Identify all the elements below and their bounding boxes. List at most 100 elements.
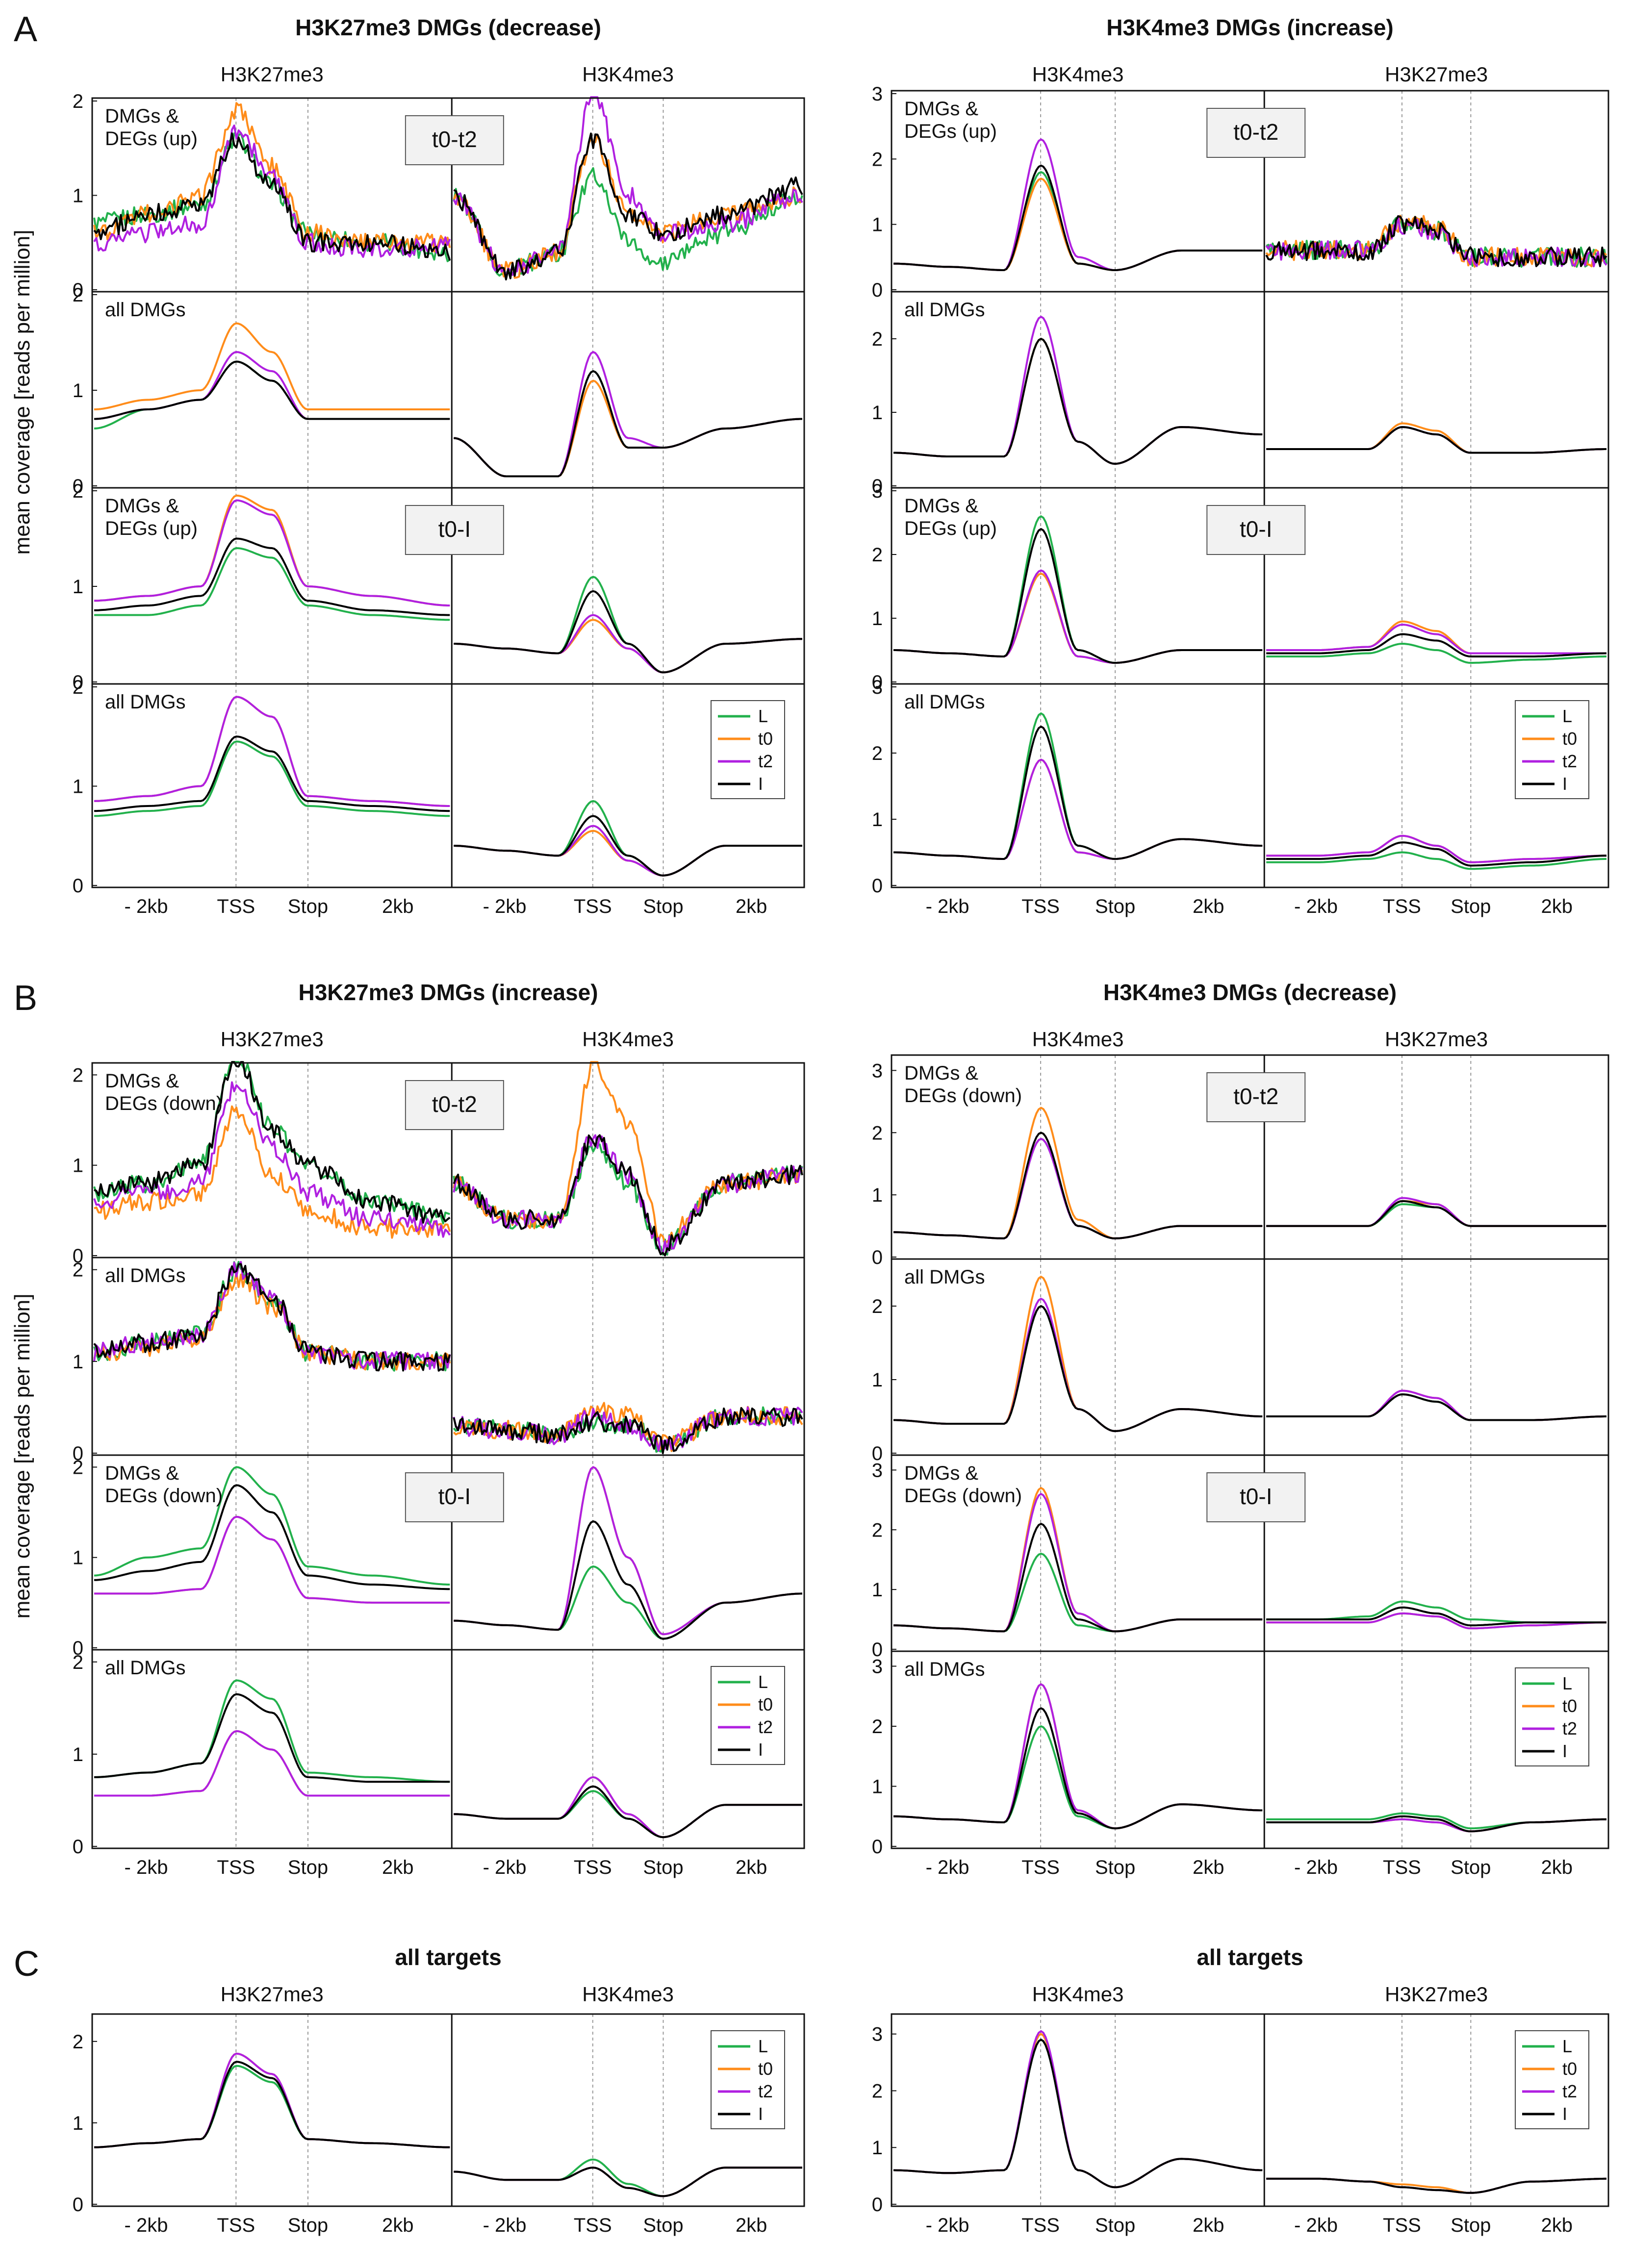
y-tick-label: 1	[73, 576, 83, 598]
x-tick-label: - 2kb	[483, 2215, 527, 2236]
comparison-box	[1206, 505, 1306, 555]
series-line-I	[94, 1484, 450, 1590]
y-tick-label: 0	[872, 1247, 883, 1268]
series-line-I	[893, 164, 1263, 271]
x-tick-label: - 2kb	[926, 896, 969, 917]
legend-label: t0	[758, 1694, 773, 1714]
x-tick-label: Stop	[1095, 896, 1135, 917]
y-tick-label: 2	[73, 1652, 83, 1673]
legend-label: L	[1562, 706, 1572, 726]
legend-label: I	[1562, 1741, 1567, 1761]
series-line-L	[94, 547, 450, 621]
x-tick-label: 2kb	[382, 2215, 414, 2236]
y-tick-label: 2	[73, 91, 83, 112]
y-tick-label: 2	[872, 149, 883, 170]
series-line-t2	[453, 1134, 803, 1255]
mark-label: H3K4me3	[582, 63, 674, 86]
series-line-t2	[94, 2052, 450, 2148]
series-line-I	[1265, 215, 1607, 267]
row-label: DEGs (up)	[105, 518, 198, 539]
row-label: all DMGs	[904, 299, 985, 321]
x-tick-label: TSS	[574, 1857, 612, 1878]
plot-frame	[891, 1258, 1609, 1456]
comparison-box	[1206, 108, 1306, 158]
y-tick-label: 0	[872, 279, 883, 301]
mark-label: H3K27me3	[1385, 63, 1488, 86]
y-tick-label: 0	[73, 279, 83, 301]
block-title: H3K4me3 DMGs (decrease)	[1103, 980, 1397, 1005]
series-line-t2	[454, 351, 802, 478]
x-tick-label: Stop	[288, 896, 328, 917]
y-tick-label: 1	[73, 1351, 83, 1373]
block-title: all targets	[1197, 1944, 1303, 1970]
legend-label: t0	[758, 729, 773, 749]
comparison-label: t0-I	[1240, 1484, 1272, 1509]
comparison-label: t0-I	[438, 516, 471, 542]
y-tick-label: 0	[73, 672, 83, 693]
series-line-I	[893, 1132, 1263, 1239]
series-line-I	[1266, 1606, 1606, 1627]
mark-label: H3K27me3	[221, 1028, 324, 1051]
row-label: all DMGs	[105, 1265, 185, 1286]
x-tick-label: 2kb	[1541, 2215, 1573, 2236]
comparison-box	[405, 115, 504, 165]
y-tick-label: 1	[872, 1184, 883, 1206]
comparison-box	[405, 1080, 504, 1130]
series-line-I	[454, 2167, 802, 2197]
legend-label: I	[758, 774, 763, 794]
series-line-t0	[454, 1776, 802, 1839]
y-tick-label: 2	[73, 1260, 83, 1281]
y-tick-label: 0	[872, 1836, 883, 1858]
y-tick-label: 1	[872, 1776, 883, 1798]
series-line-L	[893, 2039, 1263, 2189]
series-line-t0	[93, 1271, 451, 1371]
series-line-I	[893, 2039, 1263, 2189]
y-tick-label: 0	[73, 1836, 83, 1858]
y-tick-label: 0	[73, 476, 83, 497]
block-title: H3K27me3 DMGs (increase)	[298, 980, 598, 1005]
series-line-L	[454, 1565, 803, 1640]
block-title: all targets	[395, 1944, 501, 1970]
y-tick-label: 1	[73, 380, 83, 402]
series-line-I	[453, 1407, 803, 1454]
y-tick-label: 2	[73, 2031, 83, 2053]
legend-label: L	[758, 1672, 768, 1692]
series-line-t2	[1266, 834, 1606, 863]
legend-label: I	[758, 2104, 763, 2124]
series-line-I	[1266, 1200, 1606, 1227]
series-line-L	[893, 1137, 1263, 1239]
series-line-t2	[1266, 1612, 1606, 1630]
series-line-t2	[893, 1137, 1263, 1239]
series-line-t0	[94, 2052, 450, 2148]
series-line-t0	[94, 322, 450, 410]
series-line-I	[453, 1134, 803, 1257]
series-line-t2	[94, 1730, 450, 1797]
mark-label: H3K4me3	[1032, 63, 1124, 86]
series-line-t0	[94, 1730, 450, 1797]
panel-letter-a: A	[14, 10, 37, 49]
x-tick-label: Stop	[643, 2215, 683, 2236]
x-tick-label: Stop	[643, 896, 683, 917]
comparison-label: t0-t2	[1233, 119, 1278, 145]
series-line-t2	[454, 1776, 802, 1839]
x-tick-label: - 2kb	[483, 896, 527, 917]
series-line-I	[893, 1523, 1263, 1633]
y-tick-label: 2	[872, 1296, 883, 1317]
series-line-t0	[454, 1466, 803, 1636]
series-line-t0	[1266, 620, 1606, 655]
y-tick-label: 2	[73, 480, 83, 502]
row-label: DMGs &	[904, 495, 978, 517]
series-line-L	[893, 712, 1263, 860]
x-tick-label: Stop	[1451, 1857, 1491, 1878]
row-label: all DMGs	[105, 1657, 185, 1679]
y-tick-label: 1	[872, 1369, 883, 1391]
series-line-I	[94, 360, 450, 420]
series-line-t2	[93, 125, 451, 258]
x-tick-label: 2kb	[1193, 2215, 1224, 2236]
row-label: DEGs (down)	[904, 1485, 1022, 1507]
series-line-L	[893, 171, 1263, 271]
y-tick-label: 0	[73, 1245, 83, 1267]
legend-label: L	[758, 2036, 768, 2056]
x-tick-label: Stop	[643, 1857, 683, 1878]
